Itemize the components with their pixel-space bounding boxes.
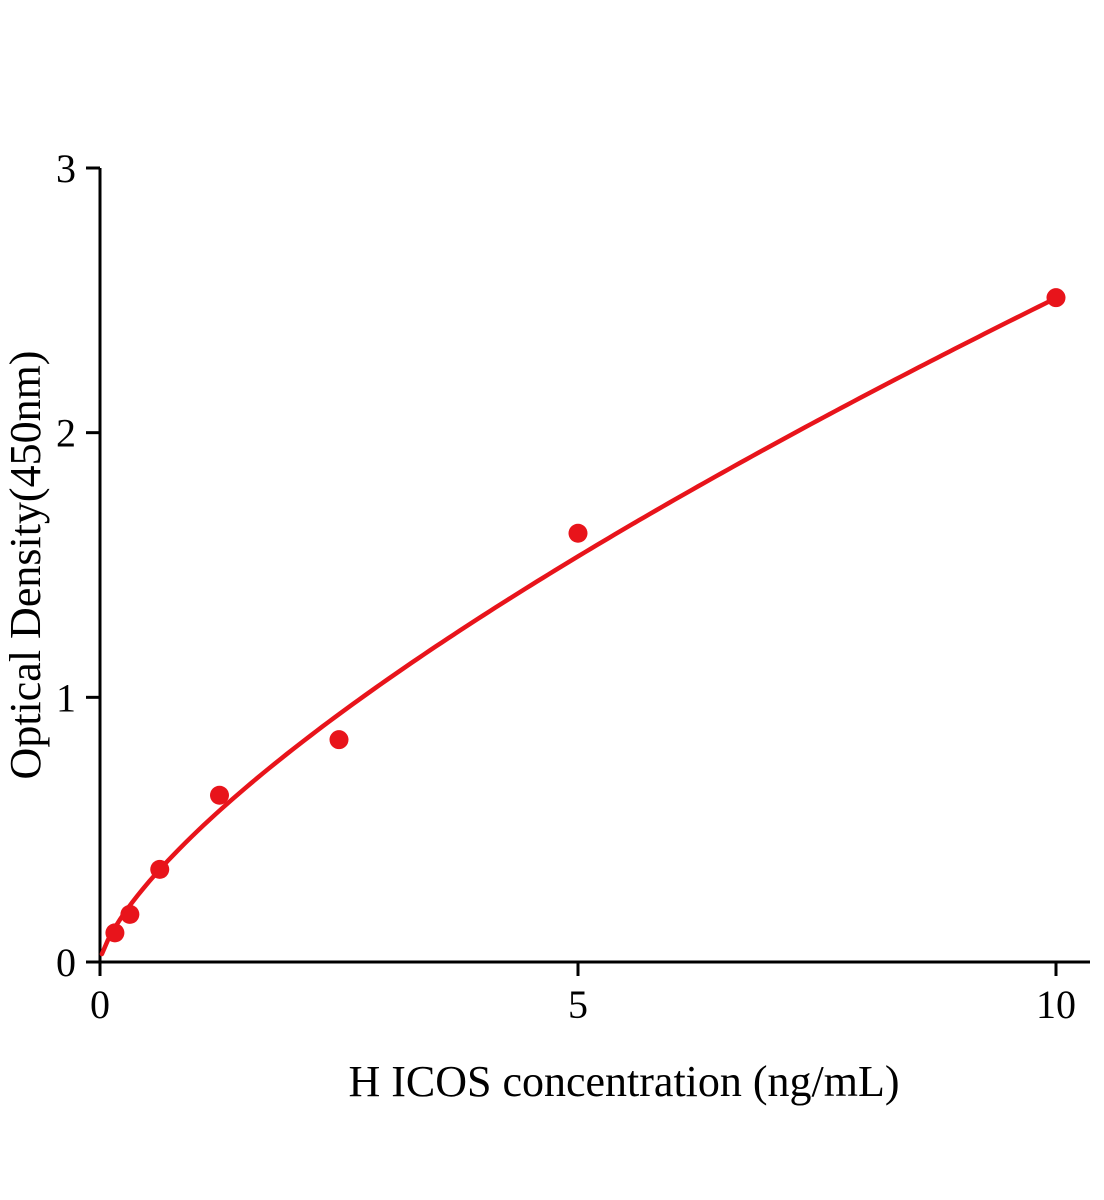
data-point <box>105 923 125 943</box>
y-axis-label: Optical Density(450nm) <box>1 351 50 780</box>
data-point <box>568 523 588 543</box>
data-point <box>150 859 170 879</box>
x-tick-label: 10 <box>1036 982 1076 1027</box>
data-point <box>329 730 349 750</box>
x-axis-label: H ICOS concentration (ng/mL) <box>348 1057 899 1106</box>
y-tick-label: 1 <box>56 675 76 720</box>
x-tick-label: 5 <box>568 982 588 1027</box>
y-tick-label: 3 <box>56 146 76 191</box>
x-tick-label: 0 <box>90 982 110 1027</box>
y-tick-label: 0 <box>56 940 76 985</box>
data-point <box>120 904 140 924</box>
y-tick-label: 2 <box>56 411 76 456</box>
data-point <box>210 785 229 805</box>
data-point <box>1046 288 1066 308</box>
fit-curve <box>99 295 1059 957</box>
